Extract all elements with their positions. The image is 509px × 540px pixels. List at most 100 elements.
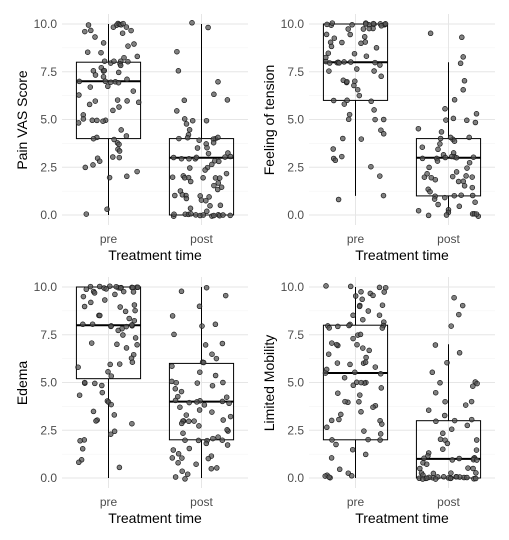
data-point — [196, 423, 202, 429]
data-point — [178, 420, 185, 427]
data-point — [111, 412, 118, 418]
data-point — [451, 294, 457, 301]
data-point — [435, 201, 441, 208]
y-tick-label: 2.5 — [287, 423, 304, 437]
data-point — [210, 435, 216, 442]
data-point — [361, 428, 367, 434]
data-point — [191, 418, 197, 424]
data-point — [129, 322, 135, 328]
data-point — [377, 173, 383, 179]
data-point — [437, 141, 443, 147]
data-point — [473, 470, 479, 476]
data-point — [336, 466, 343, 473]
data-point — [83, 286, 90, 293]
data-point — [132, 307, 138, 314]
data-point — [203, 197, 209, 204]
data-point — [451, 417, 458, 424]
data-point — [419, 144, 426, 150]
data-point — [456, 203, 463, 210]
data-point — [116, 361, 123, 367]
data-point — [183, 195, 190, 202]
data-point — [341, 101, 348, 107]
data-point — [76, 92, 82, 98]
data-point — [347, 361, 353, 368]
panel-pain-vas-score: 0.02.55.07.510.0 pre post Treatment time … — [14, 14, 248, 263]
x-tick-labels: pre post — [347, 495, 461, 509]
data-point — [329, 437, 335, 443]
data-point — [75, 364, 81, 370]
data-point — [354, 86, 361, 93]
data-point — [326, 474, 332, 480]
data-point — [352, 293, 359, 299]
data-point — [434, 158, 441, 164]
data-point — [77, 438, 83, 444]
data-point — [196, 137, 202, 143]
data-point — [468, 398, 475, 405]
data-point — [202, 167, 208, 173]
data-point — [107, 283, 113, 289]
data-point — [358, 289, 364, 295]
data-point — [186, 156, 192, 162]
data-point — [106, 174, 113, 181]
data-point — [115, 79, 122, 86]
data-point — [215, 180, 222, 186]
data-point — [473, 111, 480, 117]
data-point — [203, 440, 210, 447]
data-point — [84, 49, 91, 55]
data-point — [224, 97, 231, 103]
data-point — [465, 465, 471, 471]
data-point — [357, 392, 363, 398]
data-point — [380, 192, 387, 199]
data-point — [437, 436, 444, 443]
data-point — [211, 91, 217, 98]
data-point — [169, 174, 176, 180]
data-point — [181, 97, 188, 104]
data-point — [204, 144, 210, 151]
data-point — [88, 340, 95, 346]
data-point — [329, 340, 335, 346]
data-point — [186, 418, 192, 425]
jitter-points — [323, 20, 482, 219]
data-point — [348, 473, 355, 479]
data-point — [456, 311, 462, 318]
data-point — [323, 31, 330, 38]
data-point — [210, 139, 217, 146]
data-point — [328, 43, 335, 50]
data-point — [376, 312, 383, 318]
y-tick-label: 7.5 — [40, 328, 57, 342]
data-point — [456, 455, 462, 462]
data-point — [326, 68, 332, 74]
data-point — [358, 136, 365, 142]
data-point — [473, 437, 480, 443]
data-point — [101, 67, 108, 74]
data-point — [335, 196, 342, 203]
data-point — [458, 192, 464, 198]
data-point — [372, 59, 378, 66]
data-point — [129, 420, 135, 427]
data-point — [120, 332, 126, 338]
data-point — [182, 476, 188, 482]
y-tick-label: 7.5 — [40, 65, 57, 79]
data-point — [339, 39, 345, 46]
data-point — [351, 82, 357, 89]
data-point — [448, 470, 454, 476]
data-point — [200, 359, 207, 366]
data-point — [341, 374, 348, 381]
data-point — [468, 416, 475, 423]
data-point — [333, 341, 340, 348]
data-point — [100, 118, 106, 124]
x-axis-title: Treatment time — [108, 247, 202, 263]
data-point — [220, 379, 226, 386]
data-point — [205, 150, 212, 157]
data-point — [324, 21, 330, 28]
data-point — [99, 382, 105, 389]
data-point — [421, 174, 428, 180]
data-point — [437, 380, 443, 386]
data-point — [99, 389, 106, 396]
data-point — [134, 168, 140, 175]
data-point — [470, 465, 476, 472]
data-point — [89, 321, 96, 327]
data-point — [453, 154, 460, 161]
y-axis-title: Pain VAS Score — [14, 70, 30, 170]
data-point — [325, 50, 332, 56]
